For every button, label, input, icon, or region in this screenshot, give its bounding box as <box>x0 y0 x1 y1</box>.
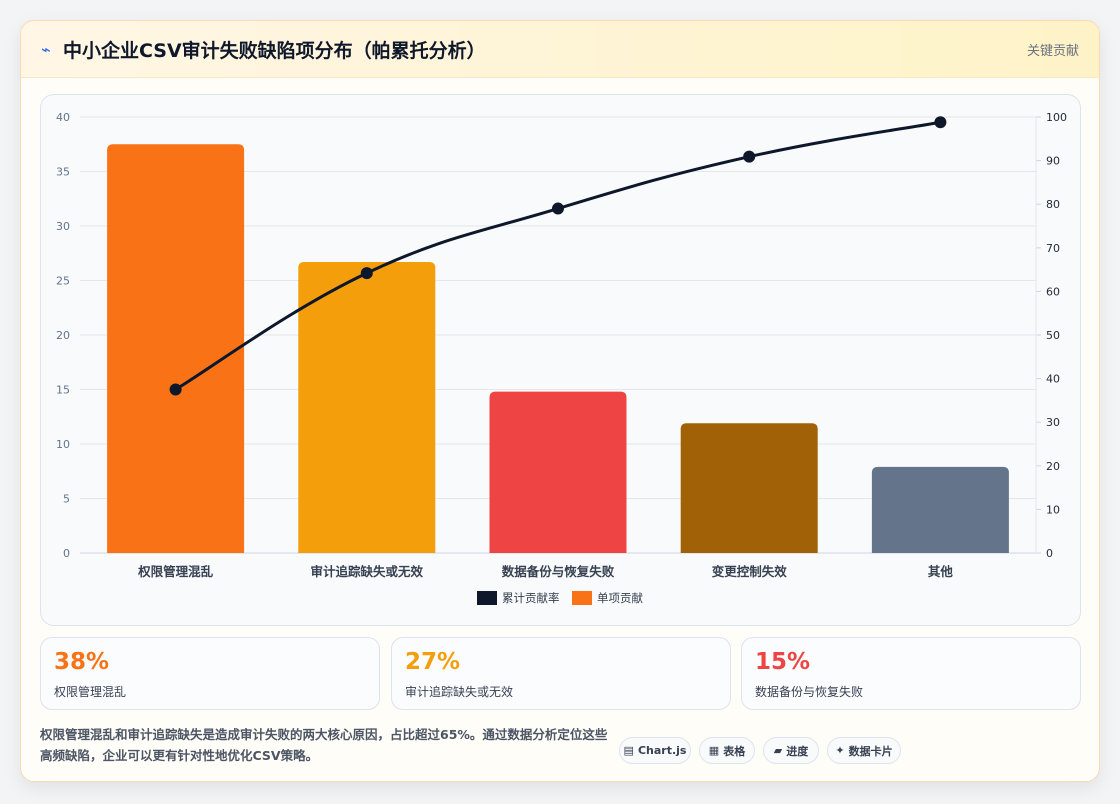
card-header: ⌁ 中小企业CSV审计失败缺陷项分布（帕累托分析） 关键贡献 <box>21 21 1099 78</box>
pareto-chart: 0 5 10 15 20 25 30 35 40 0 10 20 30 40 50 60 70 80 90 100 权限… <box>56 111 1067 605</box>
cumulative-point <box>360 267 373 280</box>
pill-label: 进度 <box>786 744 809 758</box>
y-tick-label-left: 20 <box>56 329 70 342</box>
y-tick-label-left: 30 <box>56 220 70 233</box>
y-tick-label-right: 90 <box>1046 155 1060 168</box>
pill-chartjs[interactable]: ▤ Chart.js <box>619 737 691 764</box>
pill-table[interactable]: ▦ 表格 <box>699 737 755 764</box>
table-icon: ▦ <box>708 744 720 757</box>
stat-value: 15% <box>755 649 811 675</box>
pill-label: 表格 <box>723 744 746 758</box>
progress-icon: ▰ <box>773 744 783 757</box>
pill-label: 数据卡片 <box>848 744 893 758</box>
y-tick-label-right: 50 <box>1046 329 1060 342</box>
y-tick-label-right: 10 <box>1046 503 1060 516</box>
x-tick-label: 数据备份与恢复失败 <box>501 564 615 579</box>
legend-label: 累计贡献率 <box>502 591 560 605</box>
cumulative-point <box>743 150 756 163</box>
y-tick-label-right: 40 <box>1046 373 1060 386</box>
cumulative-line <box>174 120 941 391</box>
y-tick-label-right: 0 <box>1046 547 1053 560</box>
cumulative-point <box>169 383 182 396</box>
y-tick-label-left: 25 <box>56 275 70 288</box>
stat-label: 权限管理混乱 <box>54 685 127 699</box>
chart-container: 0 5 10 15 20 25 30 35 40 0 10 20 30 40 50 60 70 80 90 100 权限… <box>40 94 1081 626</box>
y-tick-label-left: 5 <box>63 493 70 506</box>
report-card: ⌁ 中小企业CSV审计失败缺陷项分布（帕累托分析） 关键贡献 0 5 10 15 20 2… <box>20 20 1100 782</box>
bar <box>107 144 245 553</box>
y-tick-label-right: 70 <box>1046 242 1060 255</box>
bar <box>489 391 627 553</box>
bar <box>298 261 436 553</box>
pill-data-card[interactable]: ✦ 数据卡片 <box>827 737 901 764</box>
x-tick-label: 其他 <box>928 564 954 579</box>
x-tick-label: 审计追踪缺失或无效 <box>311 564 424 579</box>
stat-value: 27% <box>405 649 461 675</box>
legend-label: 单项贡献 <box>597 591 643 605</box>
y-tick-label-right: 60 <box>1046 285 1060 298</box>
pill-label: Chart.js <box>637 744 687 757</box>
pill-progress[interactable]: ▰ 进度 <box>763 737 819 764</box>
stat-card: 27% 审计追踪缺失或无效 <box>391 637 731 710</box>
database-icon: ▤ <box>623 744 634 757</box>
y-tick-label-left: 10 <box>56 438 70 451</box>
sparkle-icon: ✦ <box>835 744 845 757</box>
y-tick-label-left: 15 <box>56 384 70 397</box>
y-tick-label-right: 20 <box>1046 460 1060 473</box>
y-tick-label-right: 100 <box>1046 111 1067 124</box>
legend-swatch <box>477 591 497 605</box>
page-title: 中小企业CSV审计失败缺陷项分布（帕累托分析） <box>63 40 486 62</box>
y-tick-label-right: 30 <box>1046 416 1060 429</box>
summary-text: 权限管理混乱和审计追踪缺失是造成审计失败的两大核心原因，占比超过65%。通过数据… <box>40 727 608 763</box>
lightning-icon: ⌁ <box>41 40 51 59</box>
cumulative-point <box>552 202 564 215</box>
y-tick-label-left: 40 <box>56 111 70 124</box>
y-tick-label-right: 80 <box>1046 198 1060 211</box>
y-tick-label-left: 0 <box>63 547 70 560</box>
y-tick-label-left: 35 <box>56 166 70 179</box>
stat-label: 数据备份与恢复失败 <box>755 685 864 699</box>
legend-swatch <box>572 591 592 605</box>
x-tick-label: 权限管理混乱 <box>137 564 214 579</box>
cumulative-point <box>934 116 947 129</box>
header-tag: 关键贡献 <box>1026 44 1079 59</box>
bar <box>871 466 1009 553</box>
x-tick-label: 变更控制失效 <box>712 564 788 579</box>
stat-card: 15% 数据备份与恢复失败 <box>741 637 1081 710</box>
bar <box>680 423 818 553</box>
stat-card: 38% 权限管理混乱 <box>40 637 380 710</box>
stat-value: 38% <box>54 649 110 675</box>
stat-label: 审计追踪缺失或无效 <box>405 685 514 699</box>
